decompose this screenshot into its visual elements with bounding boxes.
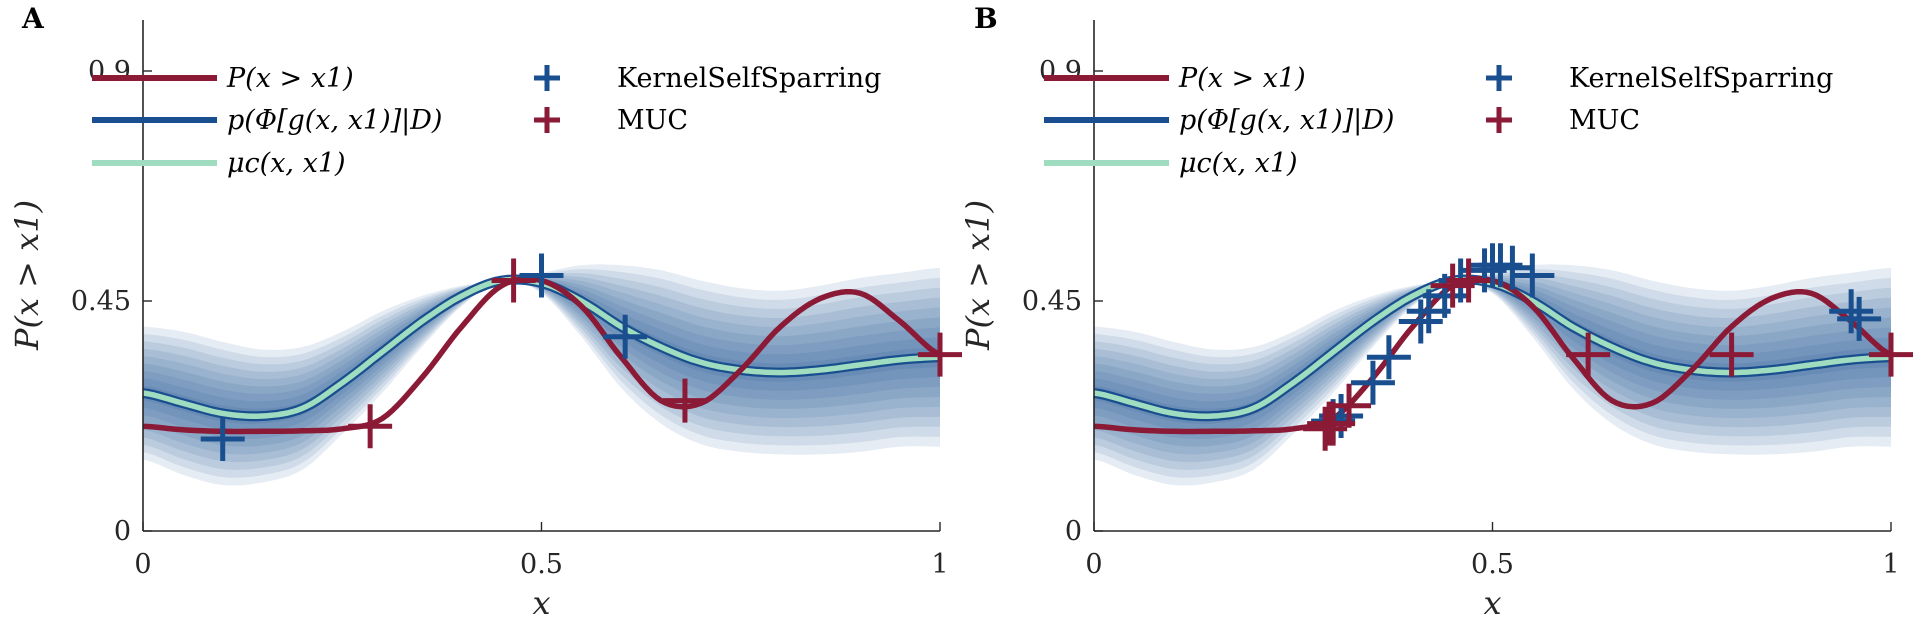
legend-marker-label: MUC — [1569, 105, 1640, 136]
y-axis-label: P(x > x1) — [959, 200, 997, 351]
muc-point — [918, 332, 962, 377]
muc-point — [348, 404, 393, 449]
muc-point — [1303, 406, 1348, 451]
uncertainty-band-6 — [143, 275, 940, 463]
x-tick-label: 1 — [931, 549, 948, 580]
y-tick-label: 0.9 — [88, 56, 131, 87]
kernel-point — [603, 314, 648, 359]
legend-marker-label: KernelSelfSparring — [617, 63, 881, 94]
panel-b: 0 0.45 0.9 0 0.5 1 x P(x > x1) B P(x > x1) p(Φ[g(x… — [959, 2, 1913, 622]
uncertainty-band-8 — [143, 269, 940, 478]
kernel-point — [1350, 360, 1395, 405]
x-axis-label: x — [532, 584, 550, 622]
muc-point — [1327, 383, 1372, 428]
x-tick-label: 0 — [134, 549, 151, 580]
uncertainty-band-4 — [143, 278, 940, 447]
kernel-point — [1366, 335, 1411, 380]
muc-point — [1869, 332, 1913, 377]
kernel-point — [1837, 296, 1882, 341]
x-tick-label: 0 — [1085, 549, 1102, 580]
muc-point — [1566, 332, 1611, 377]
panel-letter: B — [974, 2, 998, 35]
legend-line-label: P(x > x1) — [226, 63, 354, 94]
y-tick-label: 0.45 — [71, 286, 131, 317]
kernel-point — [1478, 243, 1523, 288]
legend: P(x > x1) p(Φ[g(x, x1)]|D) μc(x, x1) Kernel… — [1044, 63, 1833, 179]
muc-point — [1709, 332, 1754, 377]
x-tick-label: 1 — [1882, 549, 1899, 580]
kernel-point — [1510, 253, 1555, 298]
uncertainty-band-6 — [1094, 275, 1891, 463]
kernel-point — [519, 253, 564, 298]
panel-letter: A — [21, 2, 45, 35]
uncertainty-band-2 — [1094, 279, 1891, 432]
panel-a: 0 0.45 0.9 0 0.5 1 x P(x > x1) A P(x > x1) p(Φ[g(x… — [8, 2, 962, 622]
legend-line-label: P(x > x1) — [1178, 63, 1306, 94]
legend-line-label: p(Φ[g(x, x1)]|D) — [1179, 105, 1394, 136]
uncertainty-band-5 — [143, 277, 940, 455]
uncertainty-band-2 — [143, 279, 940, 432]
muc-point — [1446, 258, 1491, 303]
uncertainty-band-7 — [143, 273, 940, 470]
x-tick-label: 0.5 — [520, 549, 563, 580]
y-axis-label: P(x > x1) — [8, 200, 46, 351]
legend-line-label: p(Φ[g(x, x1)]|D) — [227, 105, 442, 136]
uncertainty-band-8 — [1094, 269, 1891, 478]
uncertainty-band-7 — [1094, 273, 1891, 470]
legend: P(x > x1) p(Φ[g(x, x1)]|D) μc(x, x1) Kernel… — [92, 63, 881, 179]
muc-point — [491, 258, 536, 303]
x-tick-label: 0.5 — [1471, 549, 1514, 580]
uncertainty-band-5 — [1094, 277, 1891, 455]
uncertainty-band-3 — [143, 278, 940, 439]
muc-point — [662, 378, 707, 423]
legend-marker-label: KernelSelfSparring — [1569, 63, 1833, 94]
legend-line-label: μc(x, x1) — [1179, 148, 1298, 179]
x-axis-label: x — [1483, 584, 1501, 622]
y-tick-label: 0 — [1065, 516, 1082, 547]
uncertainty-band-3 — [1094, 278, 1891, 439]
y-tick-label: 0.45 — [1022, 286, 1082, 317]
y-tick-label: 0 — [114, 516, 131, 547]
kernel-point — [1490, 245, 1535, 290]
kernel-point — [1829, 289, 1874, 334]
legend-line-label: μc(x, x1) — [227, 148, 346, 179]
kernel-point — [200, 417, 245, 461]
uncertainty-band-4 — [1094, 278, 1891, 447]
y-tick-label: 0.9 — [1039, 56, 1082, 87]
legend-marker-label: MUC — [617, 105, 688, 136]
kernel-point — [1398, 299, 1443, 344]
